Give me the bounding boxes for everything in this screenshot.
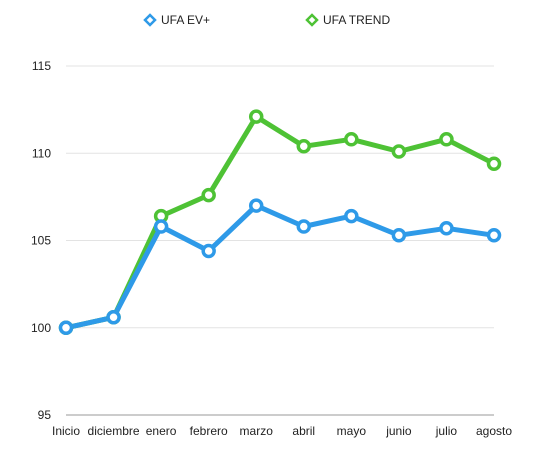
data-point [58, 320, 74, 335]
data-point [391, 144, 407, 159]
x-tick-label: agosto [476, 424, 512, 438]
data-point [486, 228, 502, 243]
y-tick-label: 100 [31, 321, 51, 335]
x-tick-label: diciembre [88, 424, 140, 438]
data-point [296, 139, 312, 154]
data-point [296, 219, 312, 234]
legend: UFA EV+ UFA TREND [143, 13, 390, 27]
y-axis-ticks: 95 100 105 110 115 [31, 59, 51, 422]
series-lines [63, 114, 497, 331]
gridlines [66, 65, 494, 416]
x-tick-label: junio [385, 424, 412, 438]
data-point [486, 156, 502, 171]
legend-label: UFA TREND [323, 13, 390, 27]
y-tick-label: 110 [32, 146, 51, 160]
data-point [201, 243, 216, 259]
y-tick-label: 115 [32, 59, 51, 73]
x-tick-label: enero [146, 424, 177, 438]
data-point [344, 208, 359, 224]
data-point [201, 187, 216, 203]
y-tick-label: 105 [31, 234, 51, 248]
legend-item: UFA EV+ [143, 13, 210, 27]
legend-label: UFA EV+ [161, 13, 210, 27]
legend-marker-icon [305, 13, 319, 27]
x-tick-label: marzo [240, 424, 274, 438]
data-point [439, 132, 454, 147]
series-line [63, 114, 497, 331]
x-axis-ticks: Inicio diciembre enero febrero marzo abril may… [52, 424, 512, 438]
y-tick-label: 95 [38, 408, 52, 422]
x-tick-label: febrero [190, 424, 228, 438]
x-tick-label: Inicio [52, 424, 80, 438]
series-points [58, 109, 502, 335]
legend-marker-icon [143, 13, 157, 27]
data-point [391, 228, 407, 243]
x-tick-label: mayo [337, 424, 367, 438]
series-line [63, 203, 497, 331]
x-tick-label: julio [435, 424, 458, 438]
data-point [153, 219, 169, 234]
data-point [248, 109, 264, 124]
data-point [106, 310, 121, 325]
x-tick-label: abril [292, 424, 315, 438]
legend-item: UFA TREND [305, 13, 390, 27]
data-point [439, 221, 454, 236]
data-point [344, 132, 359, 147]
data-point [248, 198, 264, 213]
